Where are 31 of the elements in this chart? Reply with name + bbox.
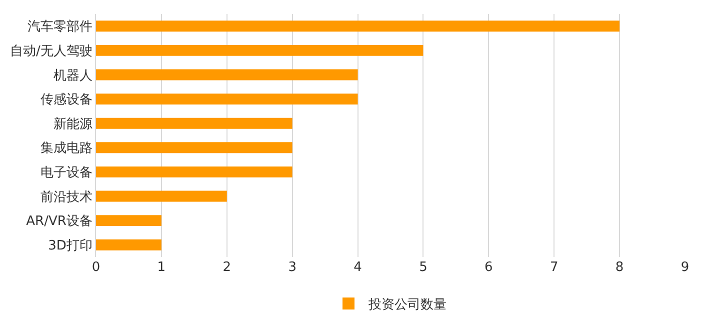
bar: [96, 44, 424, 56]
bar: [96, 20, 620, 32]
bar: [96, 239, 162, 250]
y-tick-label: 机器人: [53, 68, 92, 84]
x-tick-label: 1: [157, 260, 166, 275]
x-tick-label: 3: [288, 260, 296, 275]
y-tick-label: 集成电路: [40, 141, 92, 156]
bar: [96, 215, 162, 226]
x-tick-label: 7: [550, 260, 558, 275]
y-tick-label: 前沿技术: [40, 190, 92, 205]
bar: [96, 190, 227, 202]
y-tick-label: 3D打印: [48, 238, 92, 254]
y-tick-label: 汽车零部件: [27, 20, 92, 35]
bar: [96, 94, 358, 105]
bar: [96, 69, 358, 80]
x-tick-label: 4: [354, 260, 362, 275]
y-tick-label: AR/VR设备: [26, 214, 92, 230]
y-tick-label: 传感设备: [40, 92, 92, 108]
x-tick-label: 2: [222, 260, 232, 275]
bar: [96, 118, 292, 129]
x-tick-label: 9: [680, 260, 690, 275]
y-tick-label: 新能源: [53, 116, 92, 132]
x-tick-label: 0: [92, 260, 100, 275]
legend-label: 投资公司数量: [368, 298, 446, 313]
y-tick-label: 自动/无人驾驶: [10, 44, 92, 59]
bar: [96, 166, 292, 178]
x-tick-label: 6: [484, 260, 493, 275]
x-tick-label: 8: [615, 260, 624, 275]
x-tick-label: 5: [419, 260, 428, 275]
y-tick-label: 电子设备: [40, 166, 92, 180]
bar: [96, 142, 292, 154]
